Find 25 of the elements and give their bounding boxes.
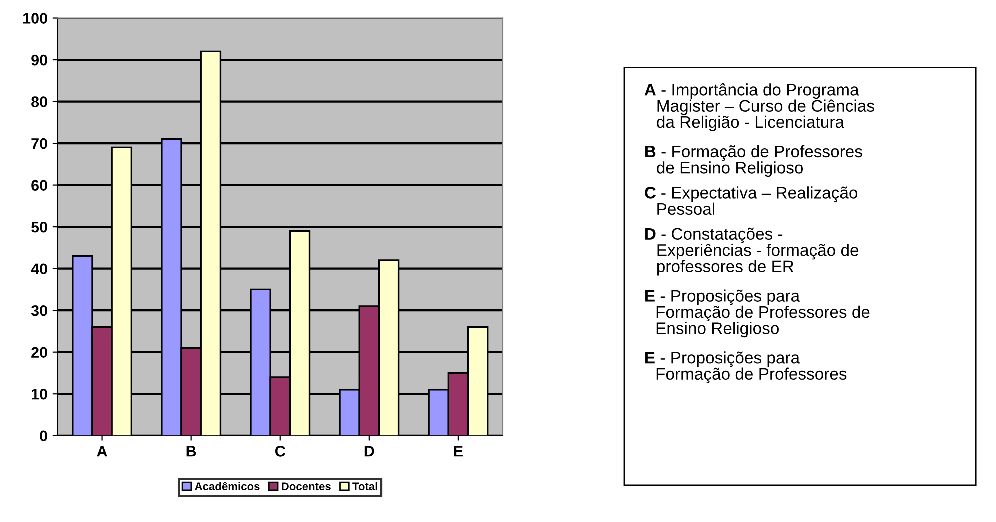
x-tick-label: D (364, 446, 374, 457)
x-tick-label: A (97, 446, 108, 457)
y-tick-label: 100 (24, 13, 48, 24)
x-tick-label: B (186, 446, 196, 457)
legend-label: Total (352, 482, 378, 491)
legend-label: Acadêmicos (195, 482, 260, 491)
y-tick-label: 20 (32, 347, 48, 358)
y-tick-label: 0 (40, 430, 48, 442)
y-tick-label: 70 (32, 138, 48, 150)
text: E - Proposições para Formação de Professores (646, 352, 847, 384)
text: A - Importância do Programa Magister – Curso de Ciências da Religião - Licenciatura (644, 84, 874, 132)
x-tick-label: E (454, 446, 463, 457)
text: C - Expectativa – Realização Pessoal (645, 186, 858, 216)
x-tick-label: C (275, 446, 286, 457)
y-tick-label: 60 (32, 180, 48, 191)
y-tick-label: 40 (31, 264, 48, 275)
y-tick-label: 50 (32, 222, 48, 233)
y-tick-label: 10 (32, 388, 48, 400)
y-tick-label: 30 (31, 305, 48, 316)
legend-label: Docentes (282, 482, 331, 491)
text: D - Constatações - Experiências - formação de professores de ER (646, 228, 859, 276)
y-tick-label: 90 (32, 54, 48, 66)
text: B - Formação de Professores de Ensino Religioso (646, 145, 862, 178)
y-tick-label: 80 (32, 96, 48, 108)
text: E - Proposições para Formação de Professores de Ensino Religioso (646, 290, 870, 338)
